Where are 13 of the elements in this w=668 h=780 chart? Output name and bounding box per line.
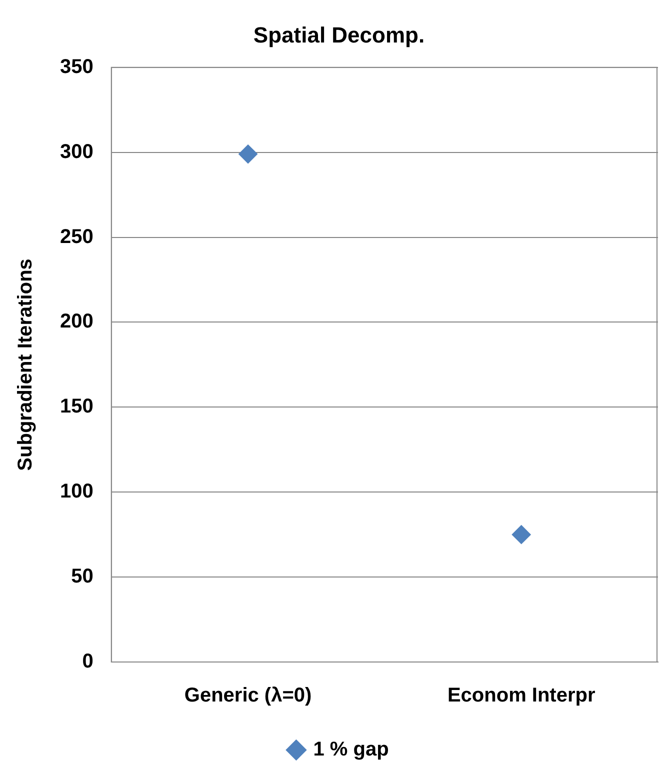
y-tick-label: 300 xyxy=(60,140,94,163)
y-axis-title: Subgradient Iterations xyxy=(14,258,37,471)
y-tick-label: 250 xyxy=(60,226,94,248)
y-tick-label: 0 xyxy=(82,650,94,673)
legend-label: 1 % gap xyxy=(313,738,389,761)
y-tick-label: 50 xyxy=(71,566,94,588)
x-tick-label: Generic (λ=0) xyxy=(184,684,312,707)
x-tick-label: Econom Interpr xyxy=(447,684,596,707)
y-tick-label: 100 xyxy=(60,480,94,503)
y-tick-label: 150 xyxy=(60,396,94,418)
y-tick-label: 200 xyxy=(60,310,94,333)
chart-title: Spatial Decomp. xyxy=(253,22,425,48)
y-tick-label: 350 xyxy=(60,56,94,78)
